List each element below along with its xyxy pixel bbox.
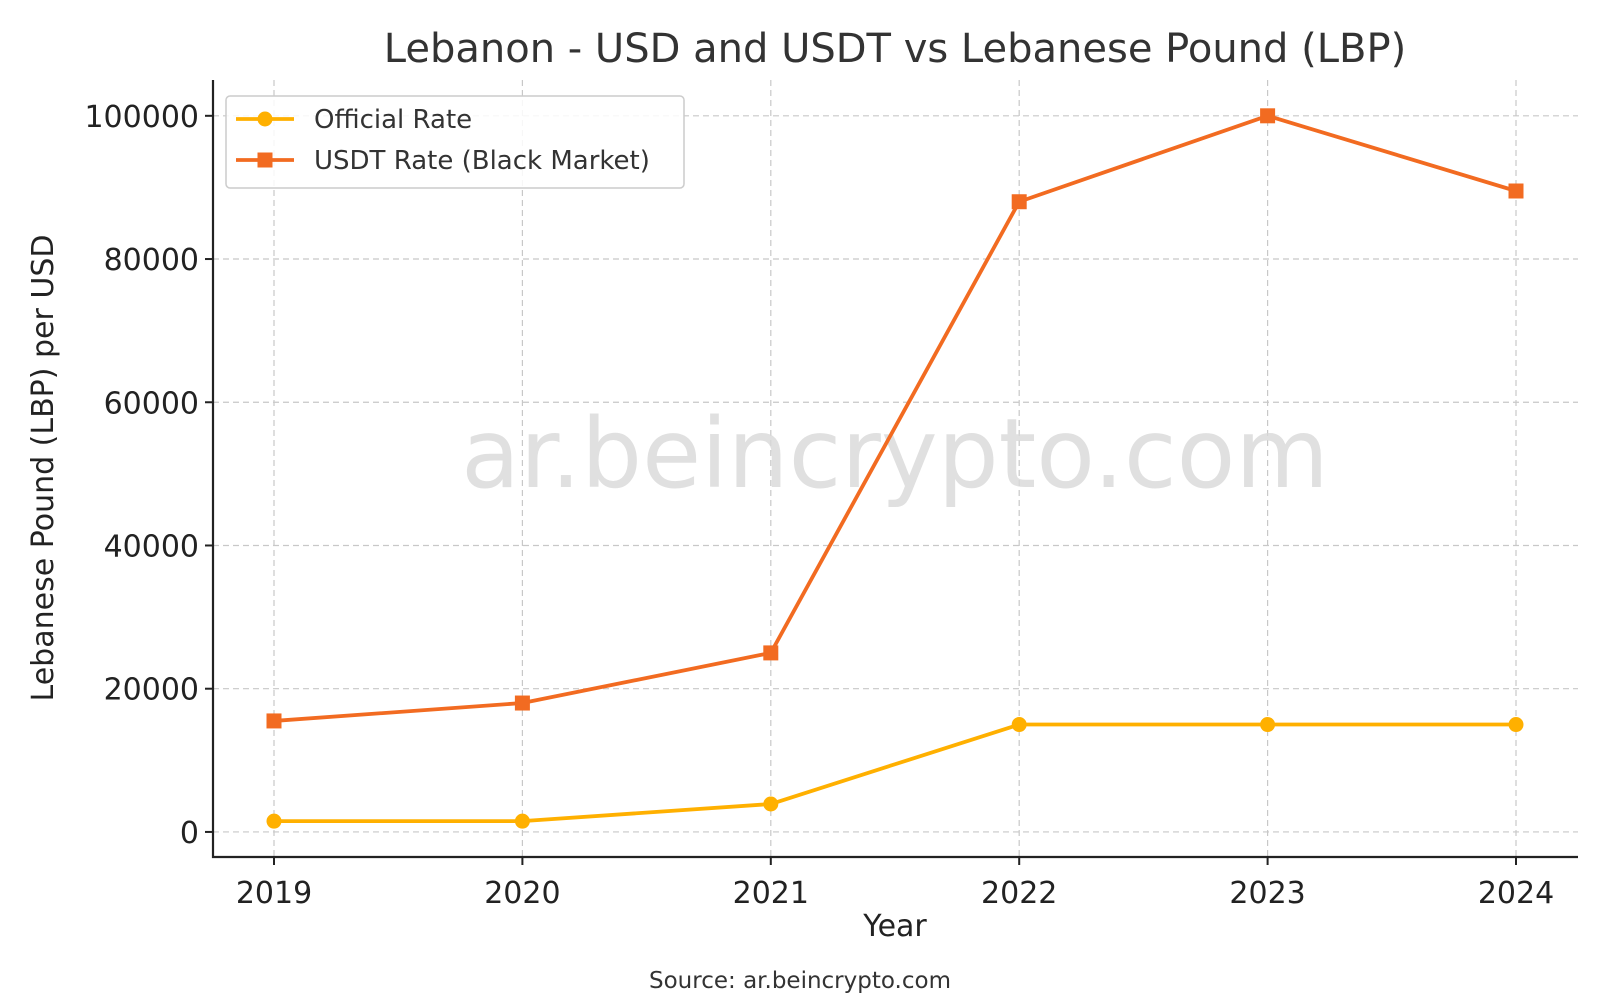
x-tick-label: 2023 — [1229, 876, 1305, 911]
data-point-circle — [1011, 717, 1027, 733]
y-tick-label: 0 — [180, 816, 199, 851]
series-1 — [266, 717, 1524, 829]
y-tick-label: 100000 — [84, 100, 199, 135]
legend-label: Official Rate — [314, 105, 472, 135]
data-point-square — [1508, 183, 1524, 199]
legend-item: Official Rate — [236, 105, 472, 135]
x-tick-label: 2020 — [484, 876, 560, 911]
series-2 — [266, 108, 1524, 729]
data-point-square — [266, 713, 282, 729]
x-axis-ticks: 2019 2020 2021 2022 2023 2024 — [236, 857, 1554, 911]
y-tick-label: 20000 — [104, 673, 199, 708]
x-tick-label: 2021 — [733, 876, 809, 911]
grid — [213, 80, 1578, 857]
legend-marker — [257, 111, 273, 127]
data-point-square — [514, 695, 530, 711]
series-group — [266, 108, 1524, 829]
chart-title: Lebanon - USD and USDT vs Lebanese Pound… — [384, 26, 1406, 72]
data-point-circle — [1260, 717, 1276, 733]
series-line — [274, 722, 1516, 824]
data-point-square — [763, 645, 779, 661]
watermark: ar.beincrypto.com — [461, 398, 1329, 510]
data-point-circle — [763, 796, 779, 812]
legend-item: USDT Rate (Black Market) — [236, 146, 650, 176]
legend-frame — [225, 95, 685, 189]
axis-spines — [211, 80, 1578, 859]
x-tick-label: 2019 — [236, 876, 312, 911]
y-axis-label: Lebanese Pound (LBP) per USD — [26, 235, 61, 702]
data-point-circle — [1508, 717, 1524, 733]
series-line — [273, 113, 1517, 723]
y-tick-label: 60000 — [104, 386, 199, 421]
data-point-square — [1260, 108, 1276, 124]
data-point-square — [1011, 194, 1027, 210]
data-point-circle — [514, 813, 530, 829]
x-tick-label: 2022 — [981, 876, 1057, 911]
y-tick-label: 40000 — [104, 529, 199, 564]
x-tick-label: 2024 — [1478, 876, 1554, 911]
data-point-circle — [266, 813, 282, 829]
x-axis-label: Year — [862, 909, 927, 944]
legend: Official Rate USDT Rate (Black Market) — [225, 95, 685, 189]
y-tick-label: 80000 — [104, 243, 199, 278]
legend-marker — [257, 152, 273, 168]
legend-label: USDT Rate (Black Market) — [314, 146, 650, 176]
y-axis-ticks: 0 20000 40000 60000 80000 100000 — [84, 100, 213, 851]
source-note: Source: ar.beincrypto.com — [649, 968, 951, 994]
